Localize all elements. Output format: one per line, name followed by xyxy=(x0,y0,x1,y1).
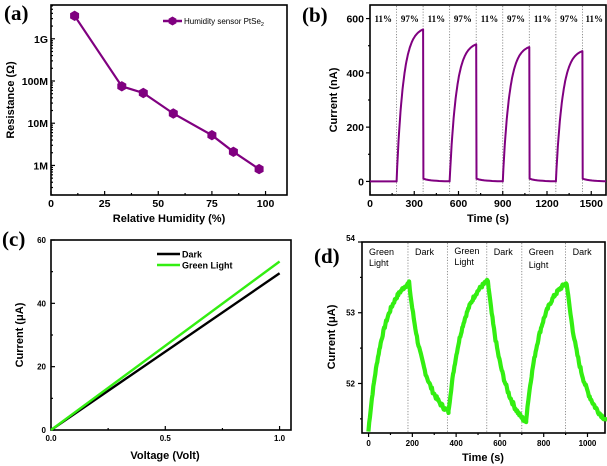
panel-label-c: (c) xyxy=(2,227,25,251)
x-tick-label-d: 0 xyxy=(366,439,371,448)
region-label-d: Green xyxy=(454,246,479,256)
series-line-humidity xyxy=(73,15,260,171)
legend-marker-a xyxy=(168,16,177,26)
panel-label-a: (a) xyxy=(4,1,29,25)
x-tick-label-a: 75 xyxy=(206,198,218,210)
y-tick-label-a: 1M xyxy=(33,160,48,172)
data-point-humidity xyxy=(117,81,127,92)
series-line-dark xyxy=(50,272,281,431)
x-tick-label-b: 1500 xyxy=(580,198,604,210)
x-axis-title-a: Relative Humidity (%) xyxy=(113,213,226,225)
y-tick-label-b: 0 xyxy=(358,176,364,188)
y-axis-title-a: Resistance (Ω) xyxy=(5,61,17,139)
y-tick-label-b: 200 xyxy=(346,122,364,134)
y-tick-label-a: 10M xyxy=(28,118,49,130)
x-tick-label-a: 25 xyxy=(99,198,111,210)
y-tick-label-d: 54 xyxy=(346,234,355,243)
region-label-d: Green xyxy=(529,247,554,257)
legend-label-green-light: Green Light xyxy=(182,261,233,271)
x-tick-label-d: 600 xyxy=(493,439,507,448)
x-tick-label-d: 800 xyxy=(537,439,551,448)
series-line-green-light xyxy=(50,260,281,431)
data-point-humidity xyxy=(138,87,148,99)
y-tick-label-a: 1G xyxy=(34,34,48,46)
y-axis-title-c: Current (μA) xyxy=(14,302,26,367)
legend-label-a: Humidity sensor PtSe2 xyxy=(184,17,264,28)
y-tick-label-d: 52 xyxy=(346,379,355,388)
data-point-humidity xyxy=(228,146,238,157)
y-tick-label-d: 53 xyxy=(346,309,355,318)
x-tick-label-b: 300 xyxy=(405,198,423,210)
region-label-b: 97% xyxy=(454,14,472,24)
region-label-b: 11% xyxy=(375,14,393,24)
x-tick-label-d: 1000 xyxy=(579,439,597,448)
x-tick-label-a: 0 xyxy=(48,198,54,210)
x-tick-label-d: 200 xyxy=(406,439,420,448)
plot-frame-a xyxy=(50,4,288,196)
region-label-d: Dark xyxy=(573,247,593,257)
x-tick-label-b: 600 xyxy=(450,198,468,210)
region-label-d: Green xyxy=(369,247,394,257)
plot-frame-d xyxy=(361,241,606,434)
y-tick-label-b: 400 xyxy=(346,68,364,80)
panel-b: (b) 11% 97% 11% 97% 11% 97% 11% 97% 11% 0 300 600 9… xyxy=(302,3,607,225)
region-label-b: 11% xyxy=(585,14,603,24)
x-tick-label-c: 0.0 xyxy=(45,434,57,443)
panel-a: (a) 0 25 50 75 100 1M 10M 100M 1G Humidity senso… xyxy=(4,1,288,225)
y-tick-label-b: 600 xyxy=(346,14,364,26)
x-tick-label-c: 1.0 xyxy=(274,434,286,443)
legend-a: Humidity sensor PtSe2 xyxy=(163,16,264,28)
region-label-b: 11% xyxy=(428,14,446,24)
series-line-current-b xyxy=(370,28,606,183)
x-tick-label-b: 1200 xyxy=(535,198,559,210)
region-label-d-line2: Light xyxy=(369,258,389,268)
data-point-humidity xyxy=(168,108,178,119)
x-axis-title-d: Time (s) xyxy=(462,452,504,464)
region-label-b: 11% xyxy=(534,14,552,24)
y-tick-label-c: 0 xyxy=(42,426,47,435)
data-point-humidity xyxy=(70,10,80,21)
region-label-d-line2: Light xyxy=(529,260,549,270)
panel-label-b: (b) xyxy=(302,3,328,27)
data-point-humidity xyxy=(207,130,217,141)
x-tick-label-b: 900 xyxy=(494,198,512,210)
legend-label-dark: Dark xyxy=(182,250,203,260)
x-tick-label-d: 400 xyxy=(449,439,463,448)
region-label-b: 11% xyxy=(481,14,499,24)
plot-frame-b xyxy=(369,4,607,196)
y-axis-title-d: Current (μA) xyxy=(326,304,338,369)
y-tick-label-c: 60 xyxy=(37,236,46,245)
y-tick-label-c: 20 xyxy=(37,363,46,372)
series-line-current-d xyxy=(366,277,607,432)
y-axis-title-b: Current (nA) xyxy=(328,67,340,132)
panel-label-d: (d) xyxy=(314,244,340,268)
plot-frame-c xyxy=(50,239,292,431)
y-tick-label-c: 40 xyxy=(37,299,46,308)
x-axis-title-b: Time (s) xyxy=(467,213,509,225)
x-axis-title-c: Voltage (Volt) xyxy=(130,450,200,462)
region-label-d-line2: Light xyxy=(454,257,474,267)
y-tick-label-a: 100M xyxy=(22,76,49,88)
data-point-humidity xyxy=(254,163,264,175)
x-tick-label-c: 0.5 xyxy=(160,434,172,443)
x-tick-label-a: 100 xyxy=(257,198,275,210)
x-tick-label-b: 0 xyxy=(367,198,373,210)
x-tick-label-a: 50 xyxy=(152,198,164,210)
region-label-b: 97% xyxy=(507,14,525,24)
region-label-b: 97% xyxy=(401,14,419,24)
region-label-d: Dark xyxy=(494,247,514,257)
region-label-d: Dark xyxy=(415,247,435,257)
region-label-b: 97% xyxy=(560,14,578,24)
